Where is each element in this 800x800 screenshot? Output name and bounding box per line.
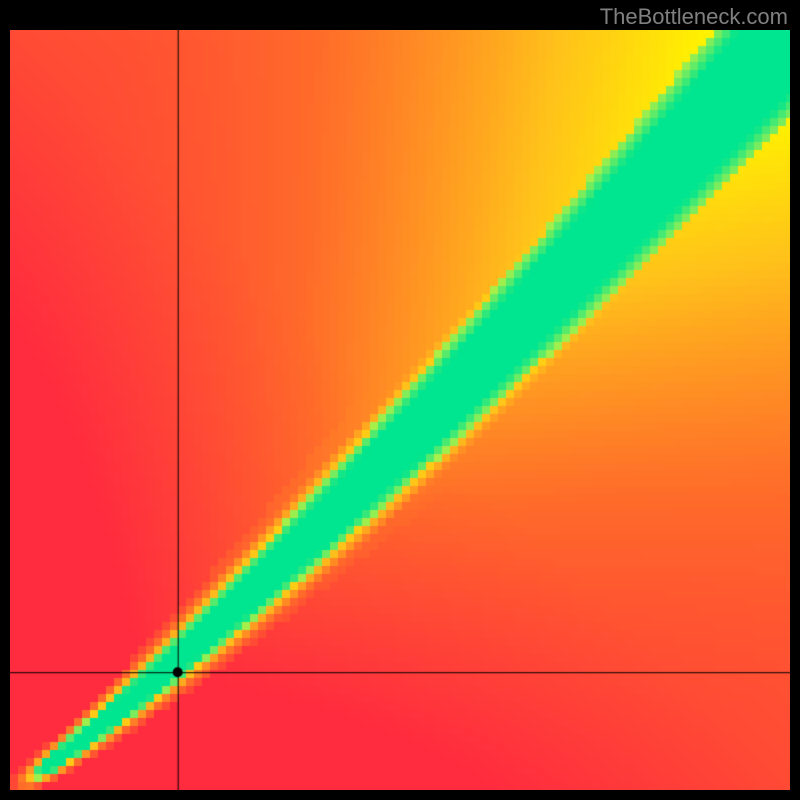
watermark-text: TheBottleneck.com (600, 4, 788, 30)
chart-container: TheBottleneck.com (0, 0, 800, 800)
crosshair-overlay (10, 30, 790, 790)
